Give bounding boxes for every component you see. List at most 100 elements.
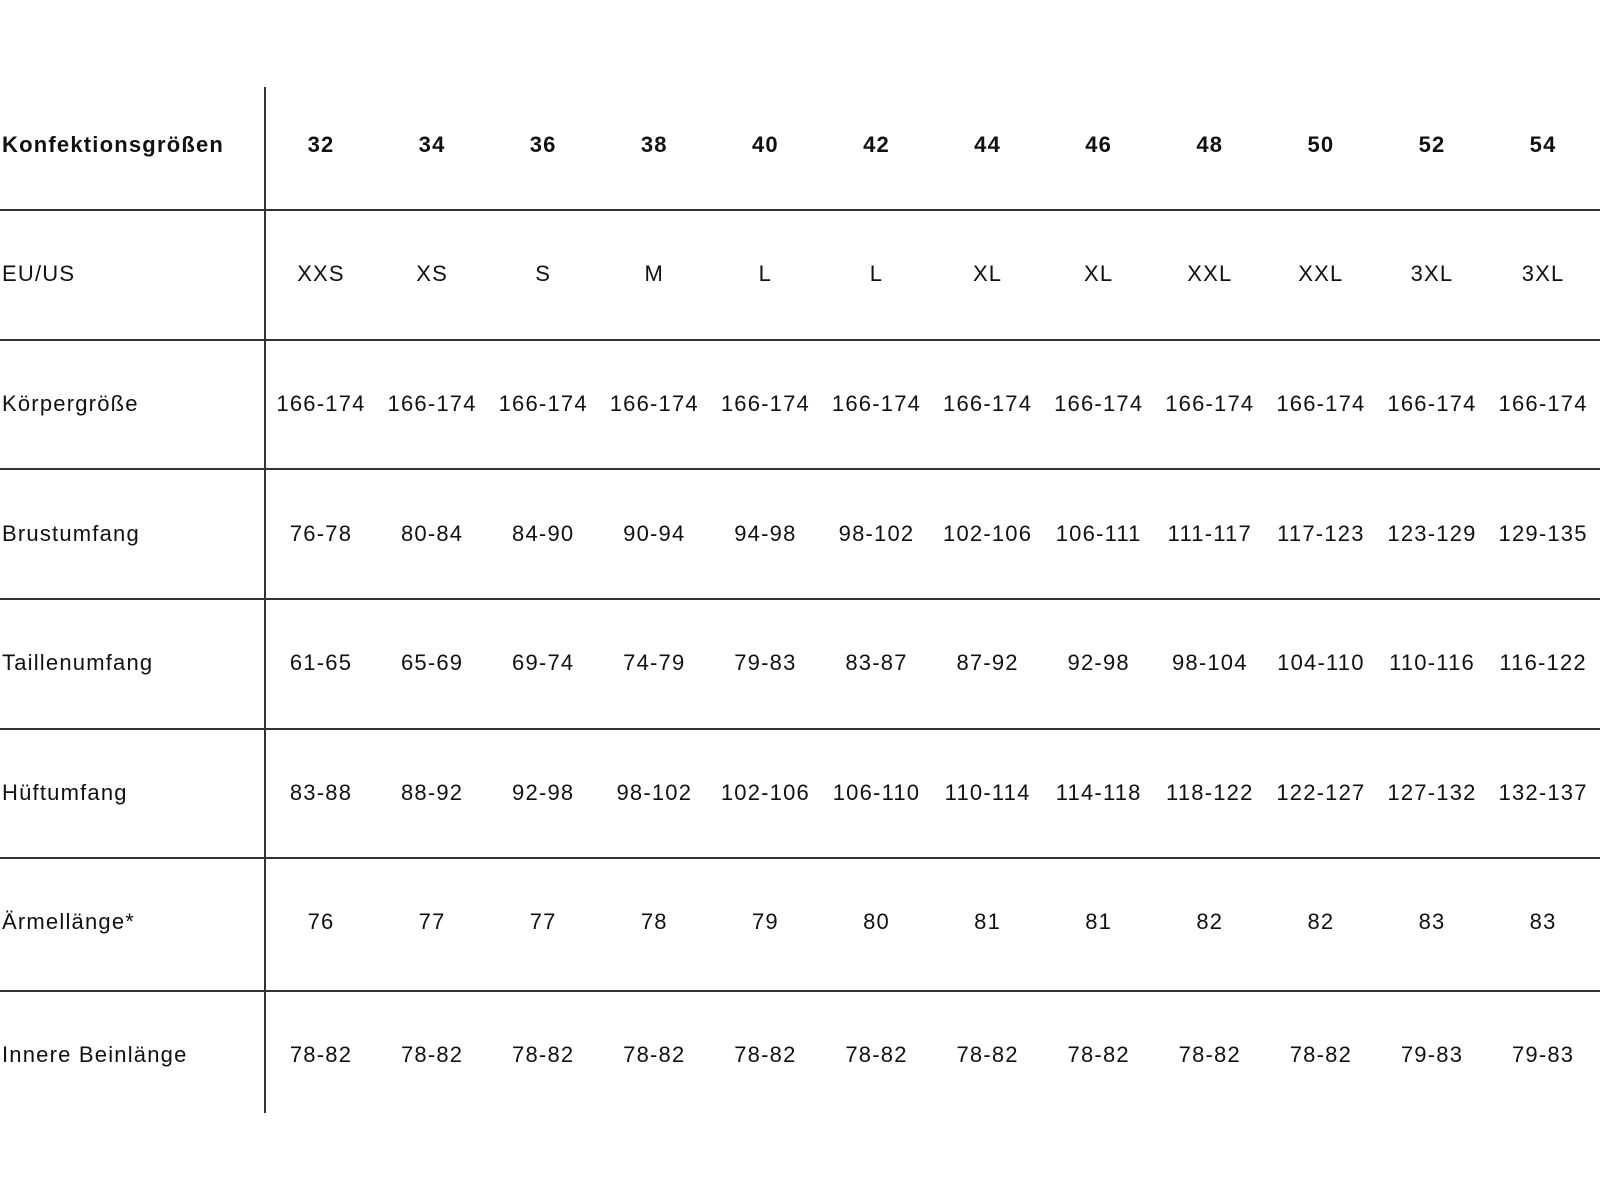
header-cell: 42 — [863, 132, 890, 157]
row-label: Innere Beinlänge — [2, 1042, 188, 1067]
cell: 166-174 — [387, 391, 477, 416]
row-label: Taillenumfang — [2, 650, 154, 675]
cell: 83 — [1529, 909, 1557, 934]
row-divider — [0, 990, 1600, 992]
cell: 166-174 — [720, 391, 810, 416]
column-divider — [264, 87, 266, 1113]
cell: 74-79 — [623, 650, 686, 675]
cell: 104-110 — [1277, 650, 1365, 675]
header-cell: 48 — [1196, 132, 1224, 157]
cell: 78-82 — [956, 1042, 1019, 1067]
cell: 78-82 — [1178, 1042, 1241, 1067]
cell: 81 — [1085, 909, 1113, 934]
cell: 87-92 — [956, 650, 1019, 675]
cell: 80-84 — [400, 521, 464, 546]
header-cell: 54 — [1529, 132, 1557, 157]
header-cell: 32 — [307, 132, 335, 157]
cell: XXL — [1298, 261, 1344, 286]
cell: 110-116 — [1389, 650, 1475, 675]
cell: 79-83 — [734, 650, 797, 675]
cell: XXL — [1187, 261, 1233, 286]
row-label: Ärmellänge* — [2, 909, 136, 934]
cell: 82 — [1307, 909, 1335, 934]
cell: 102-106 — [720, 780, 810, 805]
cell: XL — [972, 261, 1003, 286]
cell: 78-82 — [400, 1042, 464, 1067]
cell: 79-83 — [1400, 1042, 1464, 1067]
row-label: EU/US — [2, 261, 76, 286]
cell: 122-127 — [1276, 780, 1366, 805]
cell: 3XL — [1521, 261, 1565, 286]
row-divider — [0, 857, 1600, 859]
cell: S — [535, 261, 552, 286]
row-label: Hüftumfang — [2, 780, 128, 805]
row-divider — [0, 209, 1600, 211]
header-cell: 36 — [529, 132, 557, 157]
header-cell: 38 — [640, 132, 668, 157]
header-label: Konfektionsgrößen — [2, 132, 225, 157]
cell: 92-98 — [512, 780, 575, 805]
header-cell: 34 — [418, 132, 446, 157]
header-cell: 46 — [1085, 132, 1113, 157]
cell: 78 — [640, 909, 668, 934]
cell: 78-82 — [1067, 1042, 1130, 1067]
cell: 166-174 — [831, 391, 922, 416]
cell: 80 — [863, 909, 890, 934]
cell: XS — [416, 261, 448, 286]
cell: 83-88 — [289, 780, 353, 805]
cell: 127-132 — [1387, 780, 1477, 805]
cell: 65-69 — [400, 650, 464, 675]
cell: 88-92 — [400, 780, 464, 805]
cell: 78-82 — [623, 1042, 686, 1067]
header-cell: 50 — [1307, 132, 1335, 157]
cell: 166-174 — [498, 391, 588, 416]
cell: 90-94 — [623, 521, 686, 546]
cell: 111-117 — [1167, 521, 1252, 546]
row-label: Brustumfang — [2, 521, 140, 546]
cell: 110-114 — [944, 780, 1031, 805]
cell: 83 — [1418, 909, 1446, 934]
cell: 76-78 — [289, 521, 353, 546]
cell: L — [869, 261, 884, 286]
cell: 84-90 — [512, 521, 575, 546]
cell: 98-102 — [616, 780, 693, 805]
cell: 98-104 — [1171, 650, 1248, 675]
cell: 78-82 — [289, 1042, 353, 1067]
cell: 132-137 — [1498, 780, 1588, 805]
cell: 166-174 — [1054, 391, 1144, 416]
cell: 77 — [418, 909, 446, 934]
cell: 92-98 — [1067, 650, 1130, 675]
cell: M — [644, 261, 665, 286]
cell: 117-123 — [1277, 521, 1365, 546]
cell: 166-174 — [609, 391, 699, 416]
row-divider — [0, 468, 1600, 470]
cell: 166-174 — [276, 391, 366, 416]
header-cell: 44 — [974, 132, 1002, 157]
row-label: Körpergröße — [2, 391, 139, 416]
cell: 78-82 — [845, 1042, 908, 1067]
cell: 61-65 — [289, 650, 353, 675]
cell: 118-122 — [1166, 780, 1254, 805]
cell: 79-83 — [1511, 1042, 1575, 1067]
cell: 94-98 — [734, 521, 797, 546]
cell: 77 — [529, 909, 557, 934]
cell: 106-110 — [832, 780, 921, 805]
cell: 76 — [307, 909, 335, 934]
cell: 83-87 — [845, 650, 908, 675]
cell: 123-129 — [1387, 521, 1477, 546]
cell: 106-111 — [1055, 521, 1142, 546]
cell: XL — [1084, 261, 1114, 286]
header-cell: 40 — [751, 132, 779, 157]
row-divider — [0, 728, 1600, 730]
cell: 78-82 — [1289, 1042, 1353, 1067]
header-cell: 52 — [1418, 132, 1446, 157]
cell: 166-174 — [1276, 391, 1366, 416]
cell: XXS — [297, 261, 345, 286]
cell: 166-174 — [943, 391, 1033, 416]
row-divider — [0, 339, 1600, 341]
cell: 98-102 — [838, 521, 915, 546]
cell: 166-174 — [1498, 391, 1588, 416]
cell: 102-106 — [943, 521, 1033, 546]
cell: 79 — [751, 909, 779, 934]
